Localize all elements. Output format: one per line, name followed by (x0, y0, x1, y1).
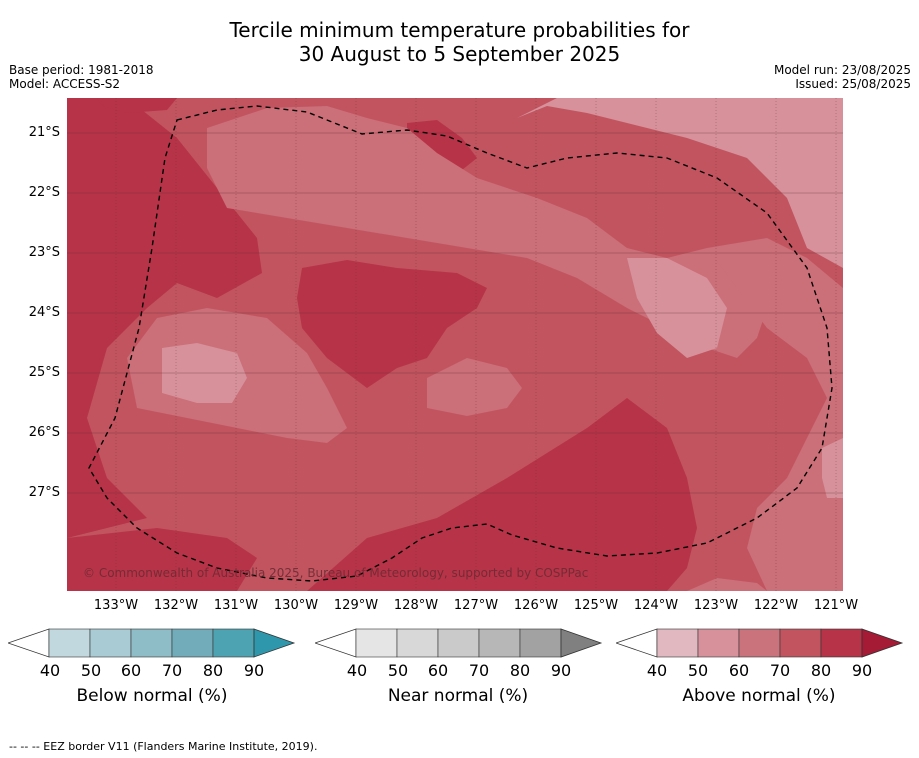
cbar-swatch (437, 628, 480, 658)
lon-label: 132°W (153, 598, 199, 613)
cbar-tick: 80 (810, 661, 832, 680)
cbar-tick: 60 (120, 661, 142, 680)
graticule (67, 98, 843, 591)
cbar-swatch (656, 628, 699, 658)
lat-label: 27°S (28, 485, 60, 500)
cbar-tick: 80 (509, 661, 531, 680)
cbar-swatch (89, 628, 132, 658)
cbar-swatch (171, 628, 214, 658)
map-region-80-topleft (97, 98, 177, 113)
lat-label: 26°S (28, 425, 60, 440)
lon-label: 130°W (273, 598, 319, 613)
cbar-swatch (861, 628, 904, 658)
cbar-swatch (355, 628, 398, 658)
issued-date: Issued: 25/08/2025 (795, 77, 911, 91)
cbar-swatch (478, 628, 521, 658)
cbar-tick: 40 (646, 661, 668, 680)
lon-label: 129°W (333, 598, 379, 613)
cbar-tick: 40 (39, 661, 61, 680)
cbar-swatch (48, 628, 91, 658)
cbar-swatch (820, 628, 863, 658)
lat-label: 25°S (28, 365, 60, 380)
cbar-tick: 70 (769, 661, 791, 680)
model-run: Model run: 23/08/2025 (773, 63, 911, 77)
cbar-swatch (519, 628, 562, 658)
lon-label: 125°W (573, 598, 619, 613)
lon-label: 131°W (213, 598, 259, 613)
map-region-60-se (687, 578, 767, 591)
cbar-swatch (253, 628, 296, 658)
map-region-60-north (207, 106, 767, 358)
map-region-50-se (822, 438, 843, 498)
lon-label: 122°W (753, 598, 799, 613)
colorbar-near (315, 628, 603, 658)
model-name: Model: ACCESS-S2 (9, 77, 121, 91)
colorbar-above (616, 628, 904, 658)
map-region-50-ne (517, 98, 843, 268)
lon-label: 121°W (813, 598, 859, 613)
eez-footnote: -- -- -- EEZ border V11 (Flanders Marine… (9, 740, 318, 753)
map-region-50-east (627, 258, 727, 358)
copyright-text: © Commonwealth of Australia 2025, Bureau… (83, 566, 589, 580)
lon-label: 127°W (453, 598, 499, 613)
lon-label: 126°W (513, 598, 559, 613)
cbar-tick: 70 (161, 661, 183, 680)
map-region-80-south (307, 398, 697, 591)
colorbar-title-below: Below normal (%) (76, 686, 228, 706)
chart-title: Tercile minimum temperature probabilitie… (0, 18, 919, 66)
cbar-tick: 90 (243, 661, 265, 680)
cbar-tick: 60 (728, 661, 750, 680)
cbar-tick: 50 (387, 661, 409, 680)
lat-label: 22°S (28, 185, 60, 200)
meta-left: Base period: 1981-2018 Model: ACCESS-S2 (9, 63, 154, 91)
cbar-tick: 50 (80, 661, 102, 680)
cbar-swatch (697, 628, 740, 658)
map-region-80-sw (67, 528, 257, 591)
cbar-tick: 50 (687, 661, 709, 680)
map-region-60-east (707, 238, 843, 591)
lat-label: 24°S (28, 305, 60, 320)
title-line-1: Tercile minimum temperature probabilitie… (229, 18, 690, 42)
meta-right: Model run: 23/08/2025 Issued: 25/08/2025 (774, 63, 911, 91)
cbar-tick: 60 (427, 661, 449, 680)
cbar-swatch (779, 628, 822, 658)
map-region-60-mid (427, 358, 522, 416)
cbar-swatch (738, 628, 781, 658)
eez-border (88, 105, 833, 582)
lat-label: 21°S (28, 125, 60, 140)
title-line-2: 30 August to 5 September 2025 (298, 42, 621, 66)
colorbar-title-above: Above normal (%) (682, 686, 836, 706)
cbar-swatch (396, 628, 439, 658)
lon-label: 133°W (93, 598, 139, 613)
cbar-tick: 90 (851, 661, 873, 680)
cbar-tick: 40 (346, 661, 368, 680)
lon-label: 123°W (693, 598, 739, 613)
base-period: Base period: 1981-2018 (9, 63, 154, 77)
cbar-swatch (130, 628, 173, 658)
cbar-swatch (212, 628, 255, 658)
cbar-tick: 90 (550, 661, 572, 680)
cbar-tick: 70 (468, 661, 490, 680)
lon-label: 124°W (633, 598, 679, 613)
probability-map (67, 98, 843, 591)
lat-label: 23°S (28, 245, 60, 260)
cbar-swatch (560, 628, 603, 658)
map-region-80-center (297, 260, 487, 388)
map-region-80-west (67, 98, 262, 538)
cbar-tick: 80 (202, 661, 224, 680)
lon-label: 128°W (393, 598, 439, 613)
colorbar-title-near: Near normal (%) (387, 686, 529, 706)
colorbar-below (8, 628, 296, 658)
